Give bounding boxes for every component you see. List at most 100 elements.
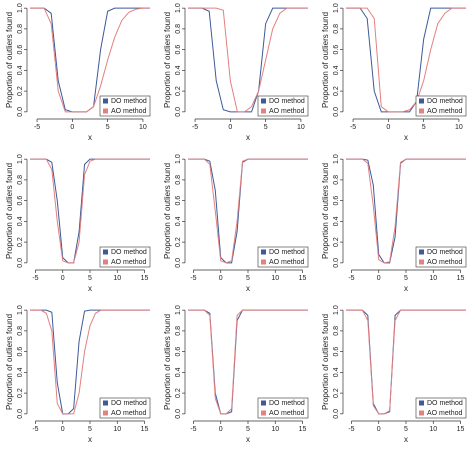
y-axis-label: Proportion of outliers found	[163, 12, 172, 108]
series-line	[30, 158, 150, 264]
y-tick-label: 0.0	[17, 107, 24, 117]
y-tick-label: 0.2	[333, 388, 340, 398]
y-tick-label: 0.6	[17, 347, 24, 357]
panel: -5 0 5 10 15 0.0 0.2 0.4 0.6 0.8 1.0 x Proportion of…	[163, 154, 309, 293]
series-line	[188, 309, 308, 415]
y-tick-label: 1.0	[17, 154, 24, 164]
legend-box	[415, 246, 467, 268]
series-line	[30, 309, 150, 415]
x-tick-label: 0	[228, 124, 232, 131]
panel: -5 0 5 10 15 0.0 0.2 0.4 0.6 0.8 1.0 x Proportion of…	[321, 154, 467, 293]
x-tick-label: -5	[32, 426, 38, 433]
y-tick-label: 0.0	[17, 258, 24, 268]
y-tick-label: 0.8	[17, 326, 24, 336]
legend-label: AO method	[269, 108, 305, 115]
panel: -5 0 5 10 15 0.0 0.2 0.4 0.6 0.8 1.0 x Proportion of…	[5, 305, 151, 444]
y-tick-label: 0.6	[333, 45, 340, 55]
y-tick-label: 0.4	[175, 367, 182, 377]
x-tick-label: 5	[88, 426, 92, 433]
y-axis-label: Proportion of outliers found	[5, 314, 14, 410]
legend-swatch	[261, 108, 266, 114]
legend-swatch	[419, 98, 424, 104]
x-tick-label: 10	[429, 426, 437, 433]
y-tick-label: 0.2	[333, 86, 340, 96]
legend-box	[99, 95, 151, 117]
x-tick-label: 15	[141, 275, 149, 282]
y-tick-label: 0.0	[17, 409, 24, 419]
y-tick-label: 0.2	[175, 237, 182, 247]
legend-label: AO method	[111, 410, 147, 417]
y-tick-label: 0.4	[175, 216, 182, 226]
legend-swatch	[103, 410, 108, 416]
y-tick-label: 0.0	[175, 409, 182, 419]
legend-swatch	[103, 259, 108, 265]
panel: -5 0 5 10 0.0 0.2 0.4 0.6 0.8 1.0 x Proportion of o…	[321, 3, 467, 142]
x-tick-label: 5	[404, 426, 408, 433]
y-tick-label: 1.0	[333, 3, 340, 13]
y-tick-label: 0.6	[333, 347, 340, 357]
y-tick-label: 0.8	[333, 24, 340, 34]
legend-label: DO method	[111, 249, 147, 256]
y-tick-label: 1.0	[175, 305, 182, 315]
legend-swatch	[261, 98, 266, 104]
x-tick-label: -5	[190, 426, 196, 433]
y-tick-label: 1.0	[333, 154, 340, 164]
x-tick-label: -5	[32, 275, 38, 282]
x-tick-label: 5	[404, 275, 408, 282]
legend-box	[257, 246, 309, 268]
y-tick-label: 0.8	[17, 24, 24, 34]
x-tick-label: 0	[377, 426, 381, 433]
y-tick-label: 1.0	[17, 3, 24, 13]
panel: -5 0 5 10 15 0.0 0.2 0.4 0.6 0.8 1.0 x Proportion of…	[5, 154, 151, 293]
legend-label: DO method	[427, 98, 463, 105]
x-tick-label: 15	[299, 275, 307, 282]
y-tick-label: 0.8	[333, 175, 340, 185]
y-tick-label: 0.8	[175, 326, 182, 336]
x-tick-label: 0	[61, 275, 65, 282]
legend-box	[99, 397, 151, 419]
y-tick-label: 0.2	[17, 86, 24, 96]
x-tick-label: 15	[457, 275, 465, 282]
x-tick-label: 10	[271, 426, 279, 433]
y-tick-label: 0.8	[175, 24, 182, 34]
y-tick-label: 0.4	[17, 216, 24, 226]
panel: -5 0 5 10 0.0 0.2 0.4 0.6 0.8 1.0 x Proportion of o…	[5, 3, 151, 142]
y-tick-label: 0.2	[17, 237, 24, 247]
series-line	[30, 7, 150, 113]
y-tick-label: 0.2	[175, 388, 182, 398]
y-tick-label: 0.8	[17, 175, 24, 185]
legend-swatch	[261, 249, 266, 255]
y-tick-label: 0.0	[333, 107, 340, 117]
legend-label: AO method	[111, 108, 147, 115]
y-tick-label: 0.6	[175, 347, 182, 357]
y-tick-label: 1.0	[333, 305, 340, 315]
legend-swatch	[419, 249, 424, 255]
legend-label: DO method	[427, 400, 463, 407]
legend-box	[99, 246, 151, 268]
legend-box	[257, 95, 309, 117]
y-axis-label: Proportion of outliers found	[321, 163, 330, 259]
x-tick-label: 10	[113, 426, 121, 433]
x-axis-label: x	[246, 133, 250, 142]
x-tick-label: 0	[386, 124, 390, 131]
x-axis-label: x	[88, 284, 92, 293]
y-axis-label: Proportion of outliers found	[163, 163, 172, 259]
y-tick-label: 0.2	[175, 86, 182, 96]
series-line	[346, 309, 466, 415]
legend-label: AO method	[427, 410, 463, 417]
series-line	[188, 158, 308, 264]
x-tick-label: 10	[139, 124, 147, 131]
legend-label: AO method	[427, 108, 463, 115]
legend-swatch	[103, 249, 108, 255]
x-axis-label: x	[88, 133, 92, 142]
x-axis-label: x	[246, 284, 250, 293]
x-tick-label: 0	[61, 426, 65, 433]
y-tick-label: 0.6	[17, 196, 24, 206]
y-tick-label: 0.0	[333, 258, 340, 268]
x-tick-label: 5	[264, 124, 268, 131]
series-line	[188, 7, 308, 113]
series-line	[346, 158, 466, 264]
series-line	[346, 7, 466, 113]
legend-swatch	[261, 410, 266, 416]
